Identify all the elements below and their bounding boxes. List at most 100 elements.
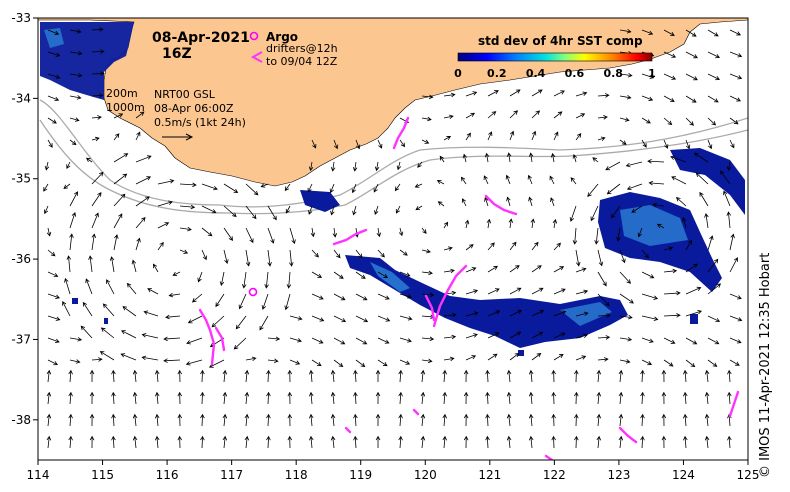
current-arrow (333, 293, 346, 301)
current-arrow (69, 95, 82, 100)
current-arrow (91, 93, 104, 98)
current-arrow (465, 311, 479, 317)
current-arrow (616, 227, 621, 242)
current-arrow (729, 293, 742, 300)
current-arrow (211, 315, 225, 328)
current-arrow (439, 155, 445, 163)
current-arrow (377, 293, 390, 300)
current-arrow (460, 176, 467, 185)
current-arrow (619, 249, 626, 264)
current-arrow (62, 301, 71, 317)
current-arrow (704, 413, 710, 427)
current-arrow (661, 413, 667, 427)
current-arrow (663, 313, 681, 318)
current-arrow (575, 133, 582, 141)
current-arrow (509, 331, 522, 339)
lon-tick-label: 123 (607, 468, 630, 482)
current-arrow (259, 315, 269, 331)
time-label: 16Z (162, 46, 192, 62)
current-arrow (91, 27, 104, 32)
current-arrow (574, 413, 579, 427)
current-arrow (353, 369, 358, 383)
current-arrow (729, 359, 740, 366)
current-arrow (200, 369, 205, 383)
current-arrow (487, 131, 493, 141)
current-arrow (121, 330, 137, 339)
current-arrow (91, 192, 102, 207)
current-arrow (179, 249, 189, 254)
plot-border (37, 17, 749, 461)
current-arrow (656, 223, 665, 229)
current-arrow (289, 249, 294, 267)
current-arrow (208, 359, 225, 368)
current-arrow (463, 413, 469, 427)
current-arrow (420, 435, 426, 449)
lon-tick-label: 120 (414, 468, 437, 482)
lon-tick-label: 124 (672, 468, 695, 482)
current-arrow (619, 314, 633, 320)
current-arrow (528, 413, 534, 427)
current-arrow (509, 110, 519, 119)
current-arrow (420, 369, 426, 383)
lon-tick-label: 115 (91, 468, 114, 482)
current-arrow (685, 239, 692, 251)
current-arrow (353, 413, 358, 427)
current-arrow (726, 161, 732, 171)
current-arrow (267, 205, 277, 221)
current-arrow (631, 205, 643, 213)
current-arrow (675, 196, 687, 207)
current-arrow (47, 117, 57, 124)
current-arrow (421, 94, 434, 100)
current-arrow (377, 139, 383, 149)
current-arrow (132, 435, 138, 449)
current-arrow (553, 266, 565, 273)
current-arrow (707, 95, 719, 103)
current-arrow (681, 216, 687, 229)
current-arrow (355, 293, 368, 301)
current-arrow (135, 216, 146, 229)
current-arrow (685, 73, 698, 81)
current-arrow (46, 435, 52, 449)
current-arrow (443, 221, 449, 229)
current-arrow (264, 271, 269, 289)
current-arrow (135, 237, 141, 251)
current-arrow (200, 391, 205, 405)
current-arrow (377, 337, 390, 344)
current-arrow (464, 219, 470, 229)
current-arrow (352, 161, 358, 172)
current-arrow (374, 205, 379, 215)
current-arrow (461, 198, 467, 207)
colorbar (457, 52, 653, 62)
current-arrow (531, 331, 544, 339)
current-arrow (330, 161, 336, 172)
current-arrow (179, 204, 196, 210)
current-arrow (685, 95, 697, 103)
current-arrow (484, 196, 489, 207)
current-arrow (670, 155, 687, 163)
current-arrow (443, 334, 457, 340)
current-arrow (308, 413, 314, 427)
argo-float-marker (248, 287, 258, 297)
current-arrow (222, 369, 228, 383)
current-arrow (109, 256, 115, 273)
current-arrow (244, 369, 250, 383)
lon-axis: 114 115 116 117 118 119 120 121 122 123 124 125 (27, 460, 759, 482)
argo-legend-icon (249, 31, 259, 41)
current-arrow (531, 89, 543, 97)
current-arrow (191, 293, 203, 303)
current-arrow (551, 413, 556, 427)
current-arrow (685, 309, 703, 317)
current-arrow (351, 183, 357, 194)
current-arrow (395, 205, 401, 214)
current-arrow (44, 161, 50, 171)
current-arrow (443, 135, 452, 141)
current-arrow (245, 356, 257, 362)
current-arrow (528, 196, 533, 207)
current-arrow (135, 196, 150, 207)
current-arrow (663, 337, 676, 344)
current-arrow (89, 413, 95, 427)
current-arrow (141, 355, 159, 361)
current-arrow (377, 359, 388, 367)
current-arrow (531, 241, 539, 251)
current-arrow (311, 293, 324, 300)
